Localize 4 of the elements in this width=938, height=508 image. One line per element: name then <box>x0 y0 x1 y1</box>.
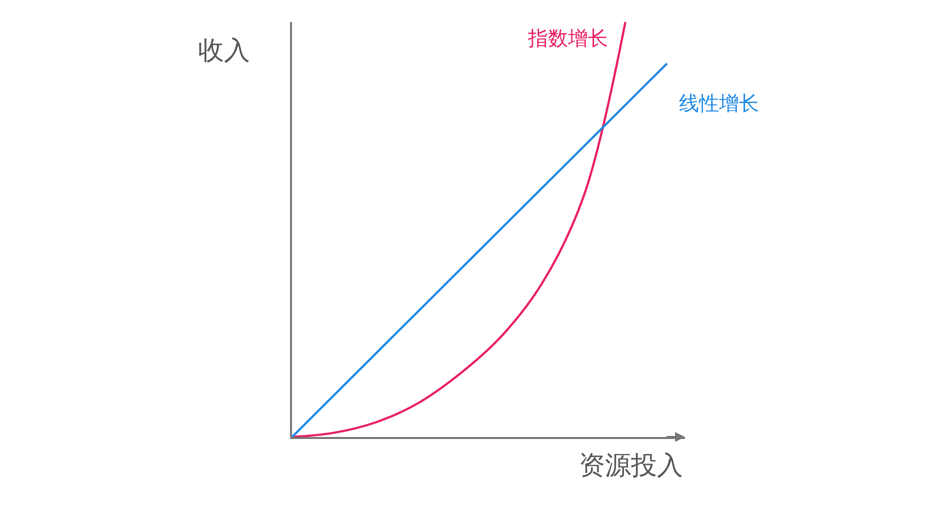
y-axis-title: 收入 <box>198 36 250 66</box>
series-label: 指数增长 <box>527 26 608 50</box>
series-label: 线性增长 <box>679 91 759 115</box>
x-axis-title: 资源投入 <box>579 451 683 481</box>
